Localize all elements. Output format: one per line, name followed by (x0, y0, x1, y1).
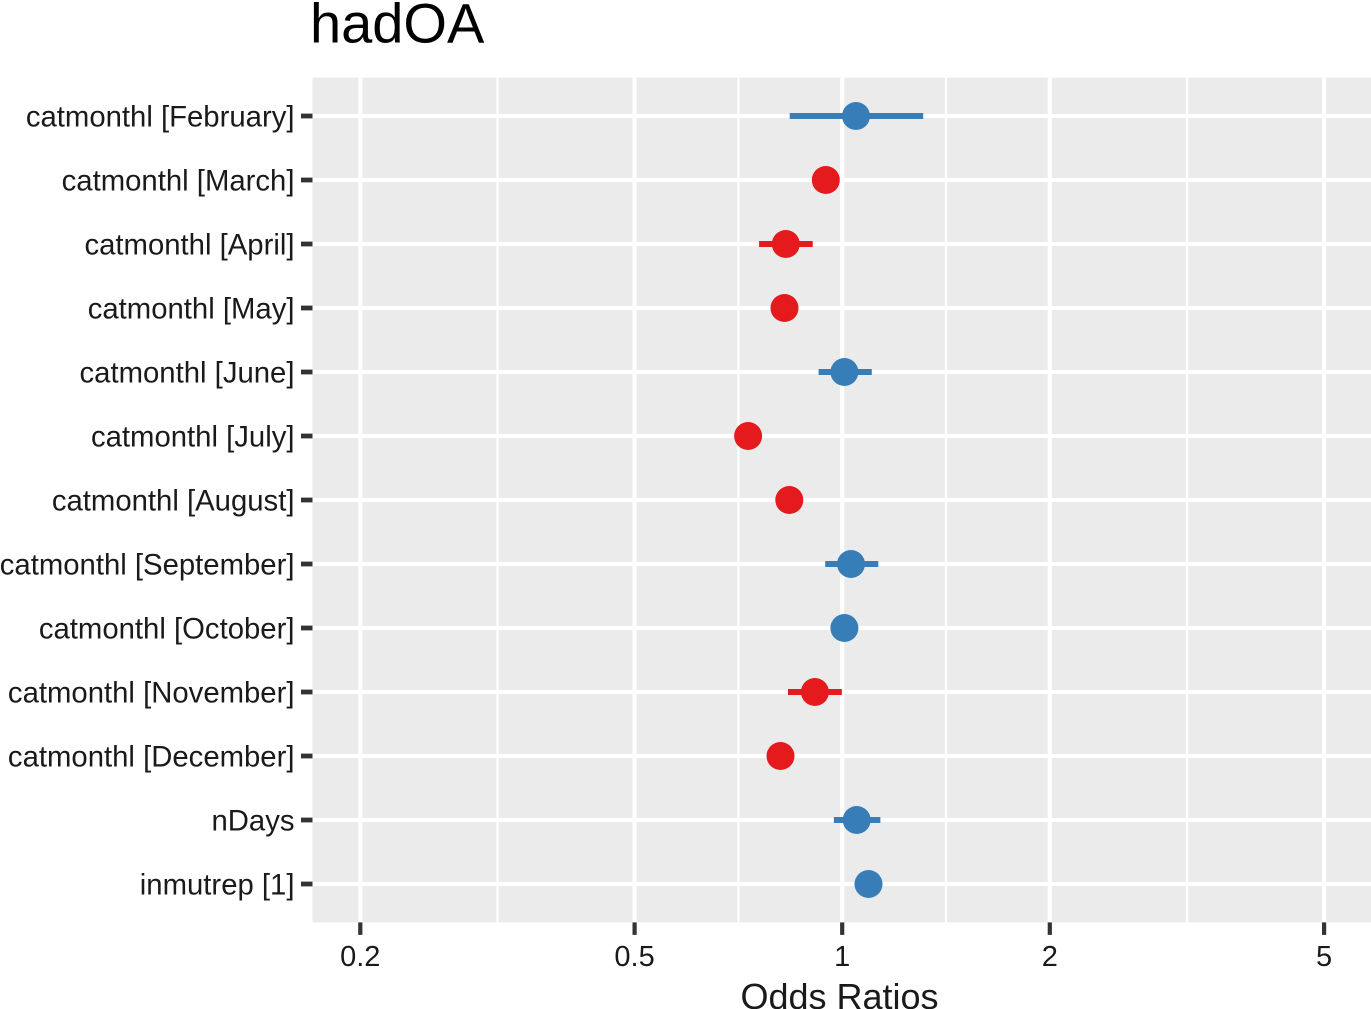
svg-text:catmonthl [December]: catmonthl [December] (8, 741, 295, 774)
svg-text:nDays: nDays (211, 805, 294, 838)
svg-text:Odds Ratios: Odds Ratios (740, 976, 938, 1009)
svg-text:catmonthl [August]: catmonthl [August] (52, 485, 295, 518)
svg-text:catmonthl [April]: catmonthl [April] (84, 229, 294, 262)
svg-text:2: 2 (1042, 941, 1058, 973)
svg-text:catmonthl [September]: catmonthl [September] (0, 549, 295, 582)
svg-text:catmonthl [May]: catmonthl [May] (88, 293, 295, 326)
svg-text:catmonthl [July]: catmonthl [July] (91, 421, 295, 454)
svg-text:catmonthl [November]: catmonthl [November] (8, 677, 295, 710)
svg-text:catmonthl [October]: catmonthl [October] (39, 613, 295, 646)
svg-text:inmutrep [1]: inmutrep [1] (140, 869, 295, 902)
svg-text:5: 5 (1316, 941, 1332, 973)
svg-text:1: 1 (834, 941, 850, 973)
svg-text:catmonthl [June]: catmonthl [June] (80, 357, 295, 390)
svg-text:0.5: 0.5 (614, 941, 654, 973)
svg-text:hadOA: hadOA (310, 0, 485, 55)
svg-text:0.2: 0.2 (340, 941, 380, 973)
svg-text:catmonthl [March]: catmonthl [March] (62, 165, 295, 198)
svg-text:catmonthl [February]: catmonthl [February] (26, 101, 295, 134)
